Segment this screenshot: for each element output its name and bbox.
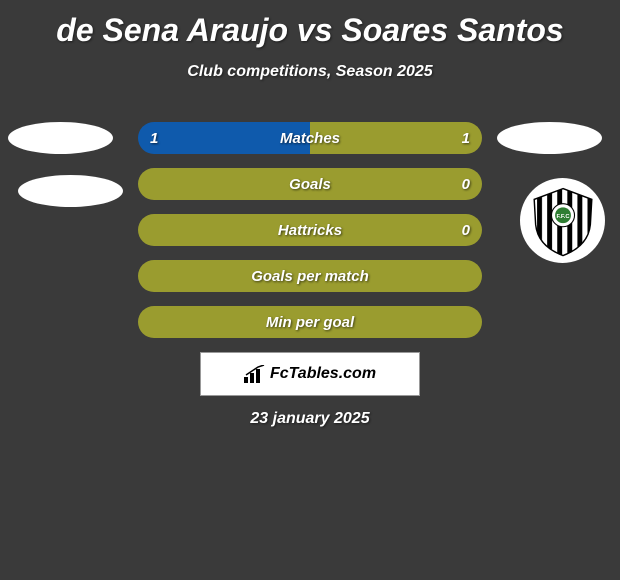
club-badge: F.F.C <box>520 178 605 263</box>
stat-row-hattricks: Hattricks 0 <box>138 214 482 246</box>
branding-box: FcTables.com <box>200 352 420 396</box>
stat-label: Hattricks <box>278 222 342 239</box>
svg-text:F.F.C: F.F.C <box>556 214 569 220</box>
left-avatar-placeholder-2 <box>18 175 123 207</box>
right-avatar-placeholder <box>497 122 602 154</box>
club-badge-icon: F.F.C <box>527 185 599 257</box>
stats-rows: 1 Matches 1 Goals 0 Hattricks 0 Goals pe… <box>138 122 482 352</box>
left-avatar-placeholder-1 <box>8 122 113 154</box>
stat-row-min-per-goal: Min per goal <box>138 306 482 338</box>
stat-right-value: 0 <box>462 222 470 239</box>
chart-icon <box>244 365 266 383</box>
subtitle: Club competitions, Season 2025 <box>0 63 620 81</box>
stat-label: Min per goal <box>266 314 354 331</box>
stat-right-value: 1 <box>462 130 470 147</box>
stat-row-matches: 1 Matches 1 <box>138 122 482 154</box>
stat-label: Matches <box>280 130 340 147</box>
stat-label: Goals <box>289 176 331 193</box>
date-text: 23 january 2025 <box>0 410 620 428</box>
page-title: de Sena Araujo vs Soares Santos <box>0 0 620 49</box>
stat-row-goals: Goals 0 <box>138 168 482 200</box>
branding-text: FcTables.com <box>270 365 376 383</box>
stat-left-value: 1 <box>150 130 158 147</box>
stat-label: Goals per match <box>251 268 369 285</box>
stat-row-goals-per-match: Goals per match <box>138 260 482 292</box>
stat-right-value: 0 <box>462 176 470 193</box>
